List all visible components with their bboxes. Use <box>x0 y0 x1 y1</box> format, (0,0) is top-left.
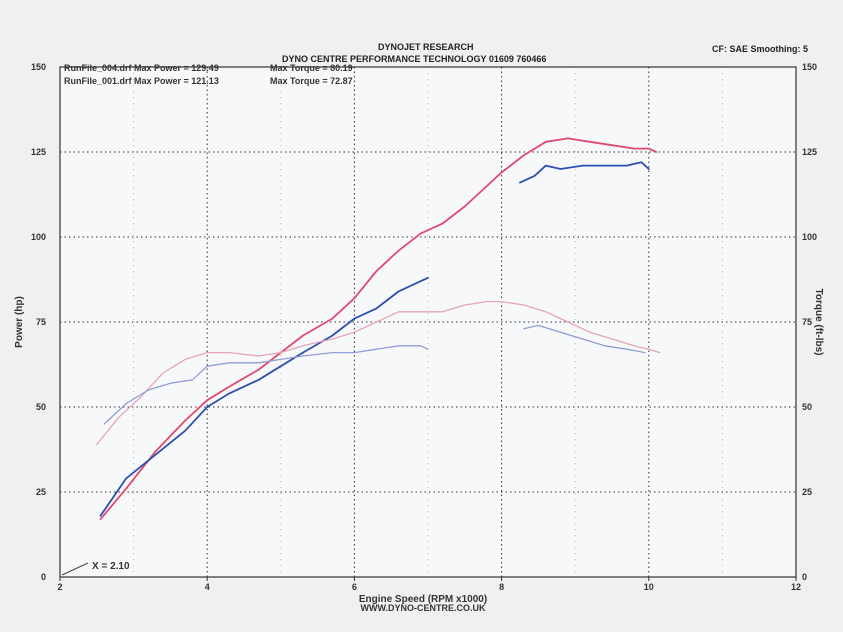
settings-label: CF: SAE Smoothing: 5 <box>712 44 808 54</box>
x-tick-label: 10 <box>644 582 654 592</box>
y-tick-label: 125 <box>31 147 46 157</box>
y2-tick-label: 125 <box>802 147 817 157</box>
x-tick-label: 2 <box>57 582 62 592</box>
y2-tick-label: 0 <box>802 572 807 582</box>
x-tick-label: 6 <box>352 582 357 592</box>
y-axis-label: Power (hp) <box>14 296 25 348</box>
series-line-torque-4 <box>103 345 429 425</box>
y-tick-label: 50 <box>36 402 46 412</box>
run-001-torque-label: Max Torque = 72.87 <box>270 76 353 86</box>
series-line-power-1 <box>99 276 429 517</box>
annotation-label: X = 2.10 <box>92 561 130 572</box>
x-tick-label: 8 <box>499 582 504 592</box>
series-line-power-2 <box>519 161 650 184</box>
y2-tick-label: 75 <box>802 317 812 327</box>
chart-subtitle: DYNO CENTRE PERFORMANCE TECHNOLOGY 01609… <box>282 54 547 64</box>
x-tick-label: 4 <box>205 582 210 592</box>
series-line-torque-3 <box>96 300 661 446</box>
y-tick-label: 25 <box>36 487 46 497</box>
footer-url: WWW.DYNO-CENTRE.CO.UK <box>361 603 486 613</box>
y-tick-label: 100 <box>31 232 46 242</box>
annotation-pointer <box>61 562 89 576</box>
y-tick-label: 0 <box>41 572 46 582</box>
y2-tick-label: 150 <box>802 62 817 72</box>
y2-tick-label: 50 <box>802 402 812 412</box>
y2-tick-label: 100 <box>802 232 817 242</box>
run-001-power-label: RunFile_001.drf Max Power = 121.13 <box>64 76 219 86</box>
series-line-torque-5 <box>523 324 646 354</box>
run-004-power-label: RunFile_004.drf Max Power = 129.49 <box>64 63 219 73</box>
y-tick-label: 75 <box>36 317 46 327</box>
plot-frame <box>59 66 797 578</box>
y2-tick-label: 25 <box>802 487 812 497</box>
series-line-power-0 <box>99 137 658 521</box>
chart-title: DYNOJET RESEARCH <box>378 42 474 52</box>
x-axis-label: Engine Speed (RPM x1000) <box>359 594 487 605</box>
x-tick-label: 12 <box>791 582 801 592</box>
y2-axis-label: Torque (ft-lbs) <box>813 288 824 355</box>
run-004-torque-label: Max Torque = 80.19 <box>270 63 353 73</box>
y-tick-label: 150 <box>31 62 46 72</box>
